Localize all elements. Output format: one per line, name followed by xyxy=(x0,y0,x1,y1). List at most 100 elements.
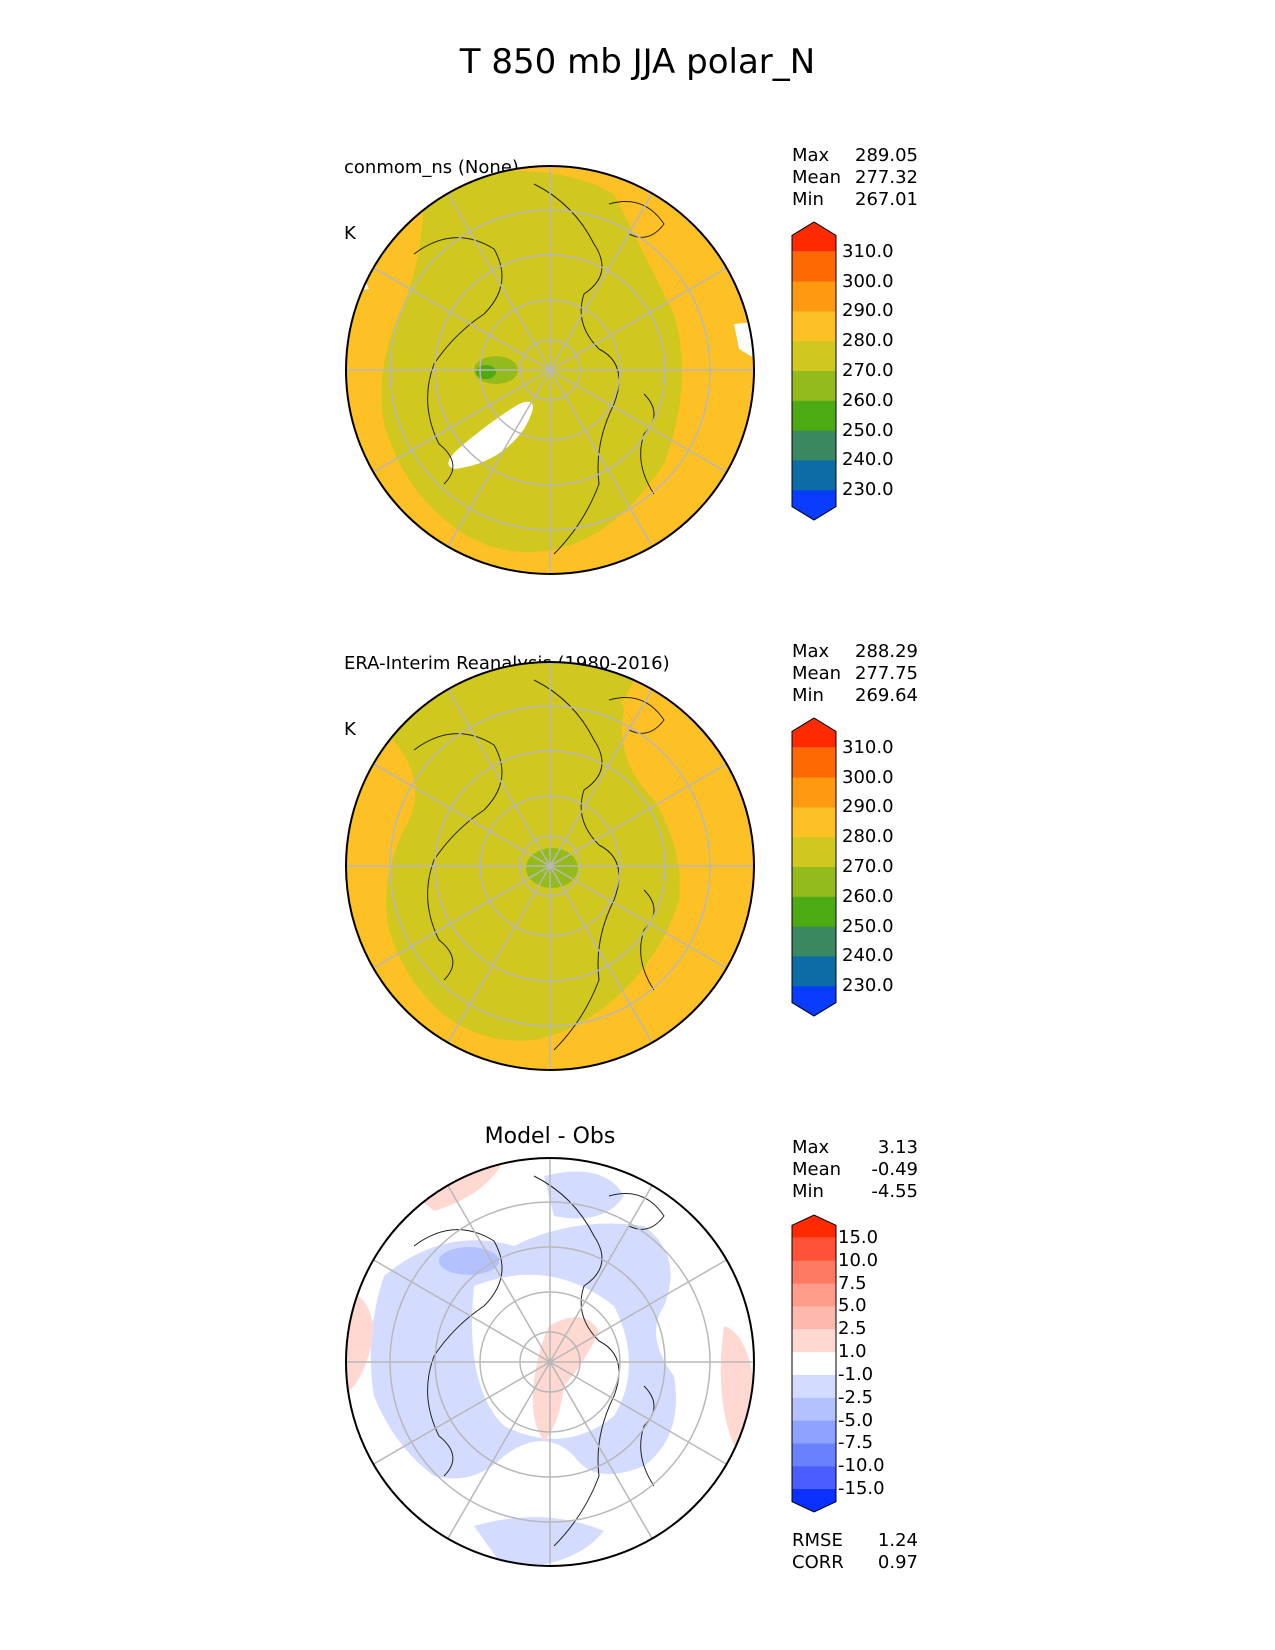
stat-max: Max 288.29 xyxy=(792,641,918,662)
panel-1-map xyxy=(345,165,755,575)
panel-3-stats: Max 3.13 Mean -0.49 Min -4.55 xyxy=(792,1137,918,1203)
colorbar-segment xyxy=(792,718,836,748)
panel-3-colorbar-labels: 15.0 10.0 7.5 5.0 2.5 1.0 -1.0 -2.5 -5.0 -7.5 -10.… xyxy=(838,1215,928,1512)
colorbar-tick-label: 230.0 xyxy=(842,975,894,997)
colorbar-segment xyxy=(792,490,836,520)
stat-mean: Mean 277.32 xyxy=(792,167,918,188)
colorbar-segment xyxy=(792,400,836,432)
stat-mean: Mean 277.75 xyxy=(792,663,918,684)
panel-3-positive-left xyxy=(346,1294,374,1396)
colorbar-segment xyxy=(792,1466,836,1490)
colorbar-tick-label: 240.0 xyxy=(842,449,894,471)
colorbar-segment xyxy=(792,251,836,283)
colorbar-tick-label: -2.5 xyxy=(838,1386,874,1408)
metric-rmse: RMSE 1.24 xyxy=(792,1530,918,1551)
colorbar-segment xyxy=(792,1283,836,1307)
colorbar-tick-label: 270.0 xyxy=(842,360,894,381)
panel-1-graticule xyxy=(346,166,754,574)
colorbar-tick-label: 7.5 xyxy=(838,1272,867,1294)
metric-corr: CORR 0.97 xyxy=(792,1552,918,1573)
colorbar-segment xyxy=(792,1352,836,1376)
panel-1-colorbar xyxy=(791,221,837,521)
panel-1-colorbar-labels: 310.0 300.0 290.0 280.0 270.0 260.0 250.0 240.0… xyxy=(842,222,922,520)
colorbar-segment xyxy=(792,807,836,838)
panel-1-units: K xyxy=(344,223,356,244)
colorbar-segment xyxy=(792,1374,836,1399)
colorbar-segment xyxy=(792,311,836,342)
panel-3-metrics: RMSE 1.24 CORR 0.97 xyxy=(792,1530,918,1574)
colorbar-segment xyxy=(792,1397,836,1422)
colorbar-tick-label: 2.5 xyxy=(838,1318,867,1340)
colorbar-segment xyxy=(792,281,836,312)
colorbar-segment xyxy=(792,986,836,1016)
colorbar-segment xyxy=(792,1215,836,1238)
colorbar-segment xyxy=(792,1489,836,1512)
colorbar-tick-label: 240.0 xyxy=(842,945,894,967)
stat-mean: Mean -0.49 xyxy=(792,1159,918,1180)
colorbar-tick-label: 300.0 xyxy=(842,270,894,292)
panel-2-mild-region xyxy=(384,662,680,1041)
panel-2-map xyxy=(345,661,755,1071)
panel-3-title: Model - Obs xyxy=(484,1124,616,1149)
colorbar-segment xyxy=(792,371,836,402)
stat-min: Min 267.01 xyxy=(792,189,918,210)
colorbar-segment xyxy=(792,1306,836,1330)
panel-3-coastlines xyxy=(413,1175,665,1547)
colorbar-tick-label: 280.0 xyxy=(842,826,894,848)
stat-max: Max 289.05 xyxy=(792,145,918,166)
panel-2-colorbar-labels: 310.0 300.0 290.0 280.0 270.0 260.0 250.0 240.0… xyxy=(842,718,922,1016)
colorbar-tick-label: 15.0 xyxy=(838,1226,879,1248)
colorbar-tick-label: 290.0 xyxy=(842,796,894,818)
colorbar-tick-label: 260.0 xyxy=(842,389,894,411)
colorbar-segment xyxy=(792,1237,836,1262)
colorbar-segment xyxy=(792,926,836,957)
panel-3-negative-core xyxy=(439,1247,499,1275)
colorbar-tick-label: 1.0 xyxy=(838,1341,867,1363)
colorbar-tick-label: 250.0 xyxy=(842,915,894,937)
panel-3-negative-top xyxy=(544,1171,624,1219)
colorbar-segment xyxy=(792,867,836,898)
colorbar-segment xyxy=(792,1443,836,1467)
colorbar-tick-label: 310.0 xyxy=(842,240,894,262)
colorbar-tick-label: 310.0 xyxy=(842,736,894,758)
colorbar-segment xyxy=(792,430,836,461)
colorbar-segment xyxy=(792,837,836,868)
colorbar-segment xyxy=(792,747,836,779)
colorbar-tick-label: 230.0 xyxy=(842,479,894,501)
panel-1-cold-core xyxy=(476,365,496,379)
colorbar-tick-label: 5.0 xyxy=(838,1295,867,1317)
panel-2-coastlines xyxy=(413,679,665,1051)
panel-3-map xyxy=(345,1157,755,1567)
panel-2-stats: Max 288.29 Mean 277.75 Min 269.64 xyxy=(792,641,918,707)
colorbar-tick-label: 270.0 xyxy=(842,856,894,877)
colorbar-segment xyxy=(792,341,836,372)
panel-3-colorbar xyxy=(791,1214,837,1513)
colorbar-tick-label: 280.0 xyxy=(842,330,894,352)
colorbar-segment xyxy=(792,777,836,808)
colorbar-outline xyxy=(791,221,837,521)
stat-min: Min 269.64 xyxy=(792,685,918,706)
colorbar-segment xyxy=(792,222,836,252)
panel-2-colorbar xyxy=(791,717,837,1017)
colorbar-tick-label: 290.0 xyxy=(842,300,894,322)
panel-2-units: K xyxy=(344,719,356,740)
stat-min: Min -4.55 xyxy=(792,1181,918,1202)
stat-max: Max 3.13 xyxy=(792,1137,918,1158)
colorbar-tick-label: -15.0 xyxy=(838,1478,885,1500)
colorbar-segment xyxy=(792,896,836,928)
colorbar-tick-label: 10.0 xyxy=(838,1249,879,1271)
colorbar-segment xyxy=(792,1260,836,1285)
colorbar-tick-label: 250.0 xyxy=(842,419,894,441)
colorbar-tick-label: 260.0 xyxy=(842,885,894,907)
colorbar-tick-label: -5.0 xyxy=(838,1409,874,1431)
panel-3-graticule xyxy=(346,1158,754,1566)
panel-3-negative-bottom xyxy=(474,1517,604,1566)
colorbar-tick-label: -1.0 xyxy=(838,1363,874,1385)
colorbar-outline xyxy=(791,717,837,1017)
colorbar-outline xyxy=(791,1214,837,1513)
colorbar-segment xyxy=(792,1420,836,1444)
colorbar-tick-label: -7.5 xyxy=(838,1432,874,1454)
colorbar-tick-label: 300.0 xyxy=(842,766,894,788)
colorbar-segment xyxy=(792,956,836,987)
panel-2-graticule xyxy=(346,662,754,1070)
